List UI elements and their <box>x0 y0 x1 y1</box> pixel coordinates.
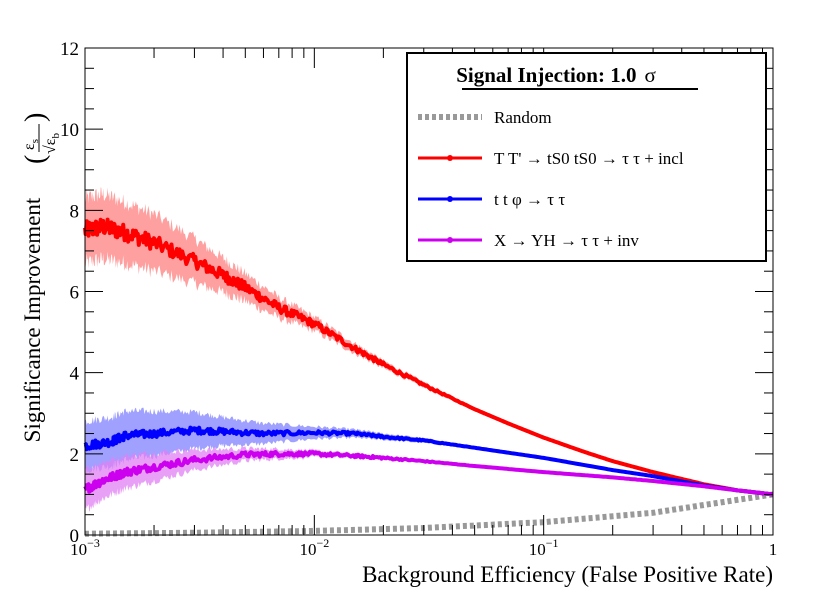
series-band-3 <box>85 446 773 512</box>
legend-label: Random <box>494 108 552 127</box>
y-tick-label: 2 <box>70 445 80 466</box>
series-band-1 <box>85 187 773 495</box>
y-axis-label-open-paren: ( <box>20 155 51 164</box>
series-line-2 <box>83 425 774 497</box>
x-tick-label: 10−3 <box>70 536 100 559</box>
legend-label: X → YH → τ τ + inv <box>494 231 639 250</box>
y-tick-label: 4 <box>70 364 80 385</box>
y-axis-label: Significance Improvement <box>20 197 45 442</box>
legend-label: T T' → tS0 tS0 → τ τ + incl <box>494 149 684 168</box>
y-tick-label: 10 <box>60 120 79 141</box>
legend: Signal Injection: 1.0 σ Random T T' → tS0 … <box>406 52 767 262</box>
x-tick-label: 1 <box>769 540 778 559</box>
legend-swatch-marker <box>447 237 453 243</box>
x-tick-label: 10−2 <box>299 536 329 559</box>
legend-swatch-marker <box>447 155 453 161</box>
series-line-3 <box>83 450 774 497</box>
x-tick-label: 10−1 <box>529 536 559 559</box>
x-axis-label: Background Efficiency (False Positive Ra… <box>362 562 773 587</box>
y-axis-label-fraction: ( εs √εb ) <box>20 113 62 164</box>
legend-box <box>406 52 767 262</box>
series-band-2 <box>85 407 773 495</box>
legend-title: Signal Injection: 1.0 σ <box>456 63 656 87</box>
y-axis-label-numerator: εs <box>21 139 41 150</box>
y-axis-label-close-paren: ) <box>20 113 51 122</box>
legend-items: Random T T' → tS0 tS0 → τ τ + incl t t φ →… <box>418 108 684 250</box>
y-tick-label: 8 <box>70 201 80 222</box>
y-tick-label: 12 <box>60 39 79 60</box>
y-tick-label: 6 <box>70 283 80 304</box>
y-axis-label-group: Significance Improvement ( εs √εb ) <box>20 113 62 443</box>
uncertainty-bands <box>85 187 773 512</box>
y-tick-label: 0 <box>70 526 80 547</box>
x-axis: 10−3 10−2 10−1 1 <box>70 48 777 559</box>
legend-swatch-marker <box>447 196 453 202</box>
series-line-1 <box>83 217 774 497</box>
y-axis-label-denominator: √εb <box>42 133 62 155</box>
legend-label: t t φ → τ τ <box>494 190 565 209</box>
